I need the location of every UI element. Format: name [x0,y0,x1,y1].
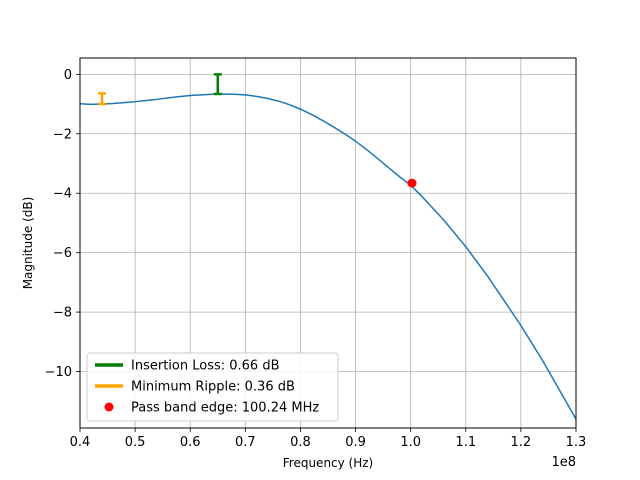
legend-item-pass-band-edge-label: Pass band edge: 100.24 MHz [131,401,319,416]
y-tick-label: −2 [53,127,72,142]
x-tick-label: 0.5 [125,435,146,450]
x-axis-offset-text: 1e8 [551,455,576,470]
x-tick-label: 0.9 [345,435,366,450]
x-tick-label: 0.7 [235,435,256,450]
legend-item-pass-band-edge-swatch [104,402,114,412]
x-tick-label: 0.8 [290,435,311,450]
y-tick-label: −6 [53,246,72,261]
legend: Insertion Loss: 0.66 dB Minimum Ripple: 0… [86,352,339,422]
x-tick-label: 1.0 [400,435,421,450]
y-axis-label: Magnitude (dB) [21,197,35,290]
x-axis-label: Frequency (Hz) [283,456,374,470]
x-tick-label: 1.3 [566,435,587,450]
plot-line-layer [79,93,577,420]
magnitude-series-line [79,93,577,420]
legend-box [86,352,339,422]
x-tick-label: 0.6 [180,435,201,450]
y-axis: 0 −2 −4 −6 −8 −10 [45,68,80,380]
y-tick-label: −4 [53,187,72,202]
legend-item-minimum-ripple-label: Minimum Ripple: 0.36 dB [131,380,295,395]
legend-item-insertion-loss-label: Insertion Loss: 0.66 dB [131,359,280,374]
x-axis: 0.4 0.5 0.6 0.7 0.8 0.9 1.0 1.1 1.2 1.3 [70,428,587,450]
y-tick-label: −10 [45,365,72,380]
plot-frame [79,57,577,429]
y-tick-label: 0 [64,68,72,83]
y-tick-label: −8 [53,306,72,321]
markers-layer [98,73,417,188]
x-tick-label: 0.4 [70,435,91,450]
pass-band-edge-point [407,178,417,188]
x-tick-label: 1.2 [511,435,532,450]
x-tick-label: 1.1 [455,435,476,450]
